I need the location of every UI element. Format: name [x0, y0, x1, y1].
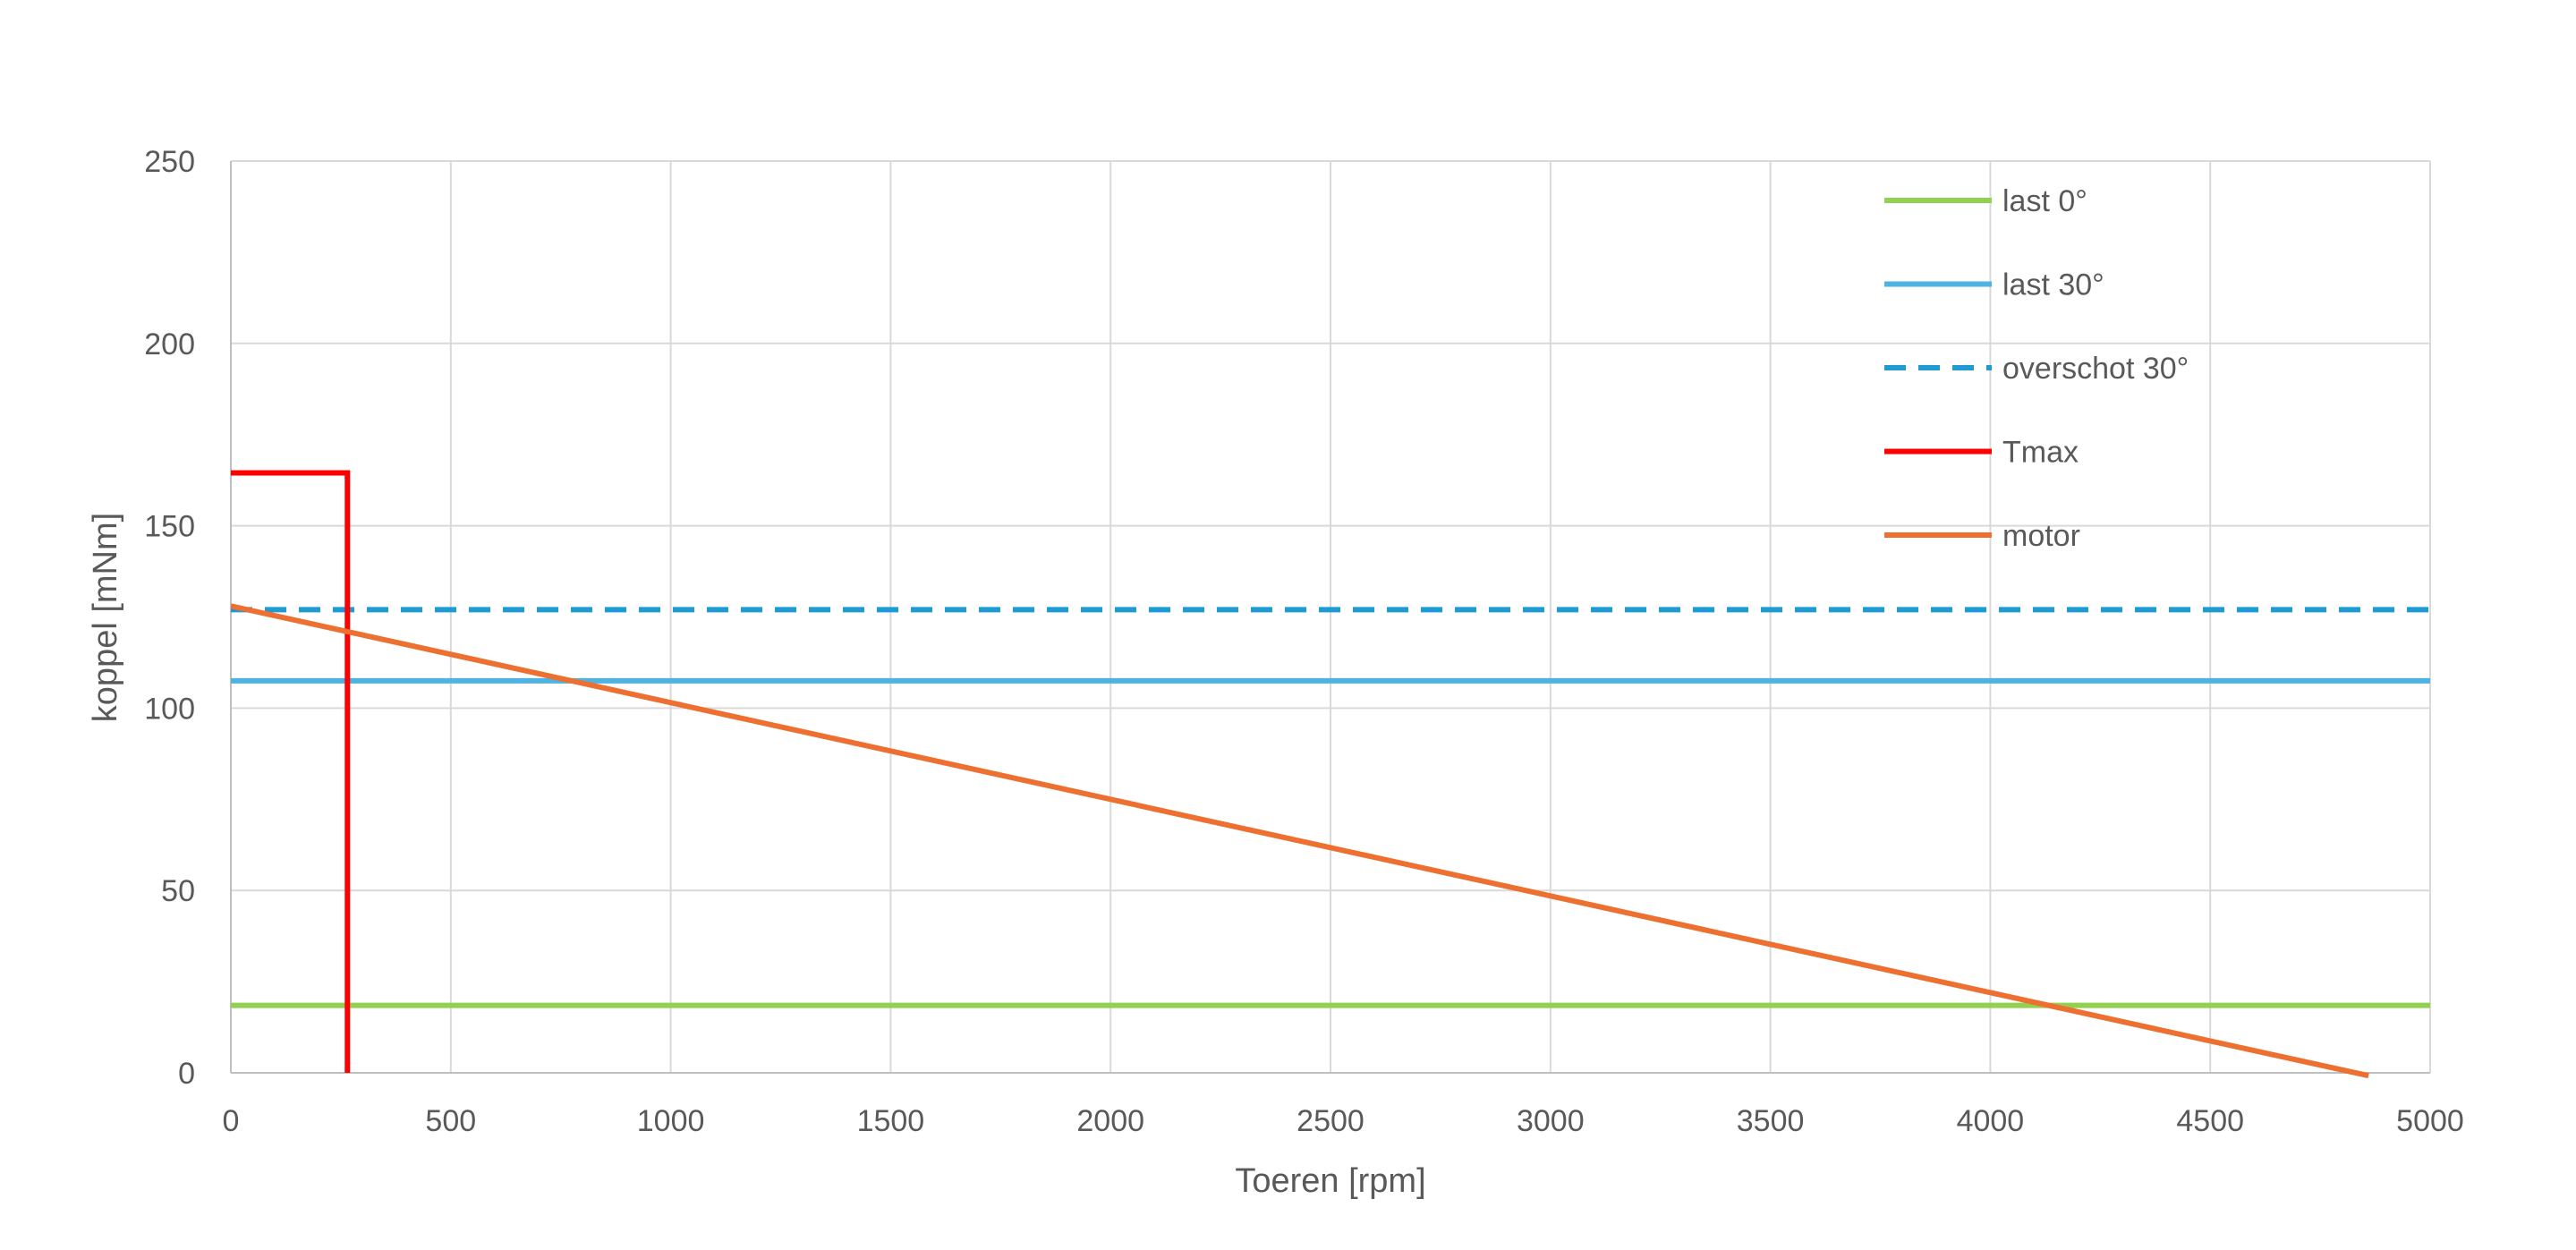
- x-tick-label: 1000: [637, 1104, 705, 1138]
- series-line-tmax: [231, 470, 351, 1073]
- grid-lines: [230, 160, 2431, 1074]
- legend-item-last-0: last 0°: [1884, 184, 2087, 218]
- x-tick-label: 5000: [2396, 1104, 2464, 1138]
- y-tick-label: 200: [144, 327, 195, 361]
- y-tick-label: 0: [178, 1057, 195, 1091]
- x-tick-label: 0: [223, 1104, 240, 1138]
- x-tick-label: 2500: [1297, 1104, 1365, 1138]
- legend-item-tmax: Tmax: [1884, 436, 2079, 470]
- series-line-motor: [231, 603, 2369, 1079]
- legend-label: last 0°: [2002, 184, 2087, 218]
- x-tick-label: 4500: [2176, 1104, 2244, 1138]
- legend: last 0° last 30° overschot 30° Tmax motor: [1884, 184, 2189, 553]
- data-series: [231, 470, 2430, 1079]
- legend-label: overschot 30°: [2002, 352, 2189, 386]
- legend-item-overschot-30: overschot 30°: [1884, 352, 2189, 386]
- x-tick-label: 4000: [1957, 1104, 2025, 1138]
- y-tick-label: 50: [161, 874, 195, 908]
- y-tick-label: 150: [144, 510, 195, 544]
- x-tick-label: 3000: [1517, 1104, 1585, 1138]
- legend-item-motor: motor: [1884, 519, 2080, 553]
- x-tick-label: 3500: [1737, 1104, 1805, 1138]
- y-tick-label: 100: [144, 692, 195, 726]
- legend-label: last 30°: [2002, 268, 2104, 302]
- legend-label: Tmax: [2002, 436, 2079, 470]
- y-axis-title: koppel [mNm]: [87, 513, 124, 722]
- x-tick-label: 1500: [857, 1104, 925, 1138]
- y-tick-label: 250: [144, 145, 195, 179]
- legend-item-last-30: last 30°: [1884, 268, 2104, 302]
- x-tick-label: 500: [425, 1104, 476, 1138]
- x-tick-label: 2000: [1076, 1104, 1144, 1138]
- legend-label: motor: [2002, 519, 2080, 553]
- x-axis-title: Toeren [rpm]: [1235, 1162, 1425, 1200]
